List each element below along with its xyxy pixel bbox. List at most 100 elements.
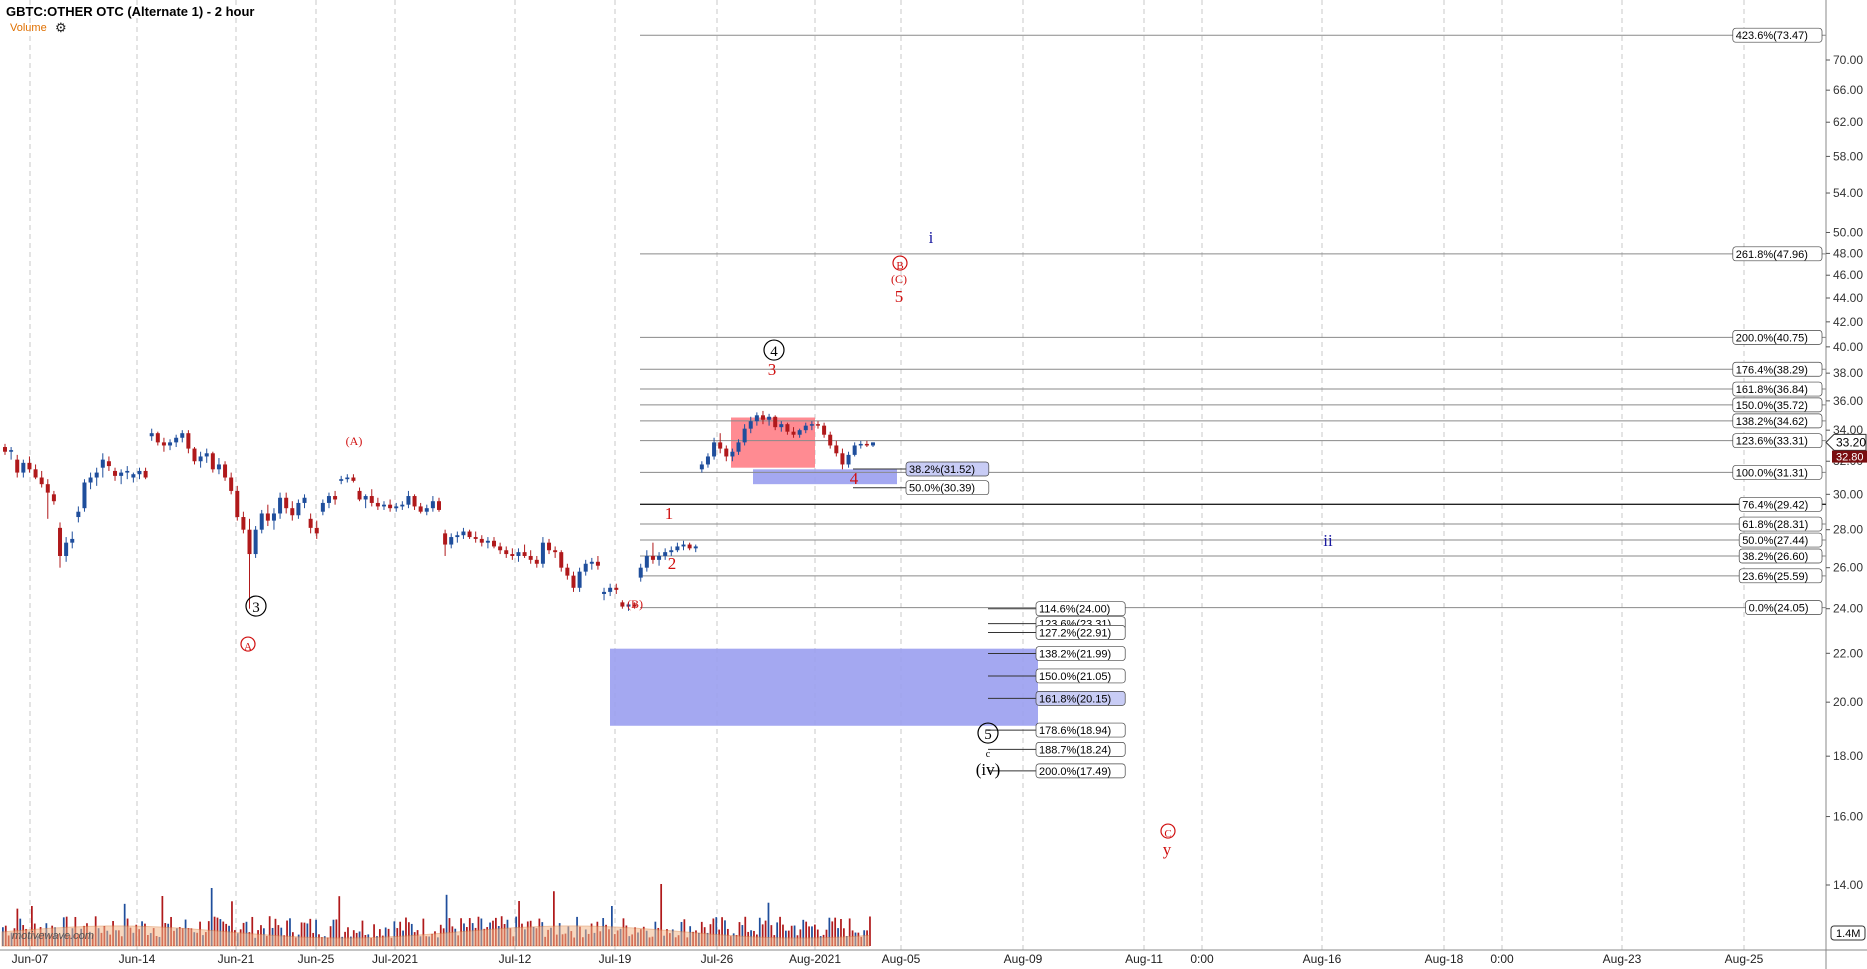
fib-label-upper-6-box xyxy=(1732,413,1823,429)
y-tick-17: 48.00 xyxy=(1833,246,1863,260)
wave-circle-11 xyxy=(245,595,267,617)
fib-label-upper-8: 100.0%(31.31) xyxy=(1736,467,1808,479)
fib-label-upper-3: 176.4%(38.29) xyxy=(1736,364,1808,376)
volume-bar-115 xyxy=(335,919,338,946)
candle-137 xyxy=(840,448,845,470)
fib-label-mid-0: 38.2%(31.52) xyxy=(909,464,975,476)
y-tick-5: 24.00 xyxy=(1833,602,1863,616)
candle-68 xyxy=(418,502,423,514)
candle-81 xyxy=(498,542,503,555)
candle-122 xyxy=(748,416,753,434)
candle-114 xyxy=(699,461,704,473)
candle-110 xyxy=(675,542,680,553)
volume-bar-141 xyxy=(410,923,413,946)
candle-54 xyxy=(333,490,338,505)
fib-label-mid-1: 50.0%(30.39) xyxy=(909,483,975,495)
volume-bar-103 xyxy=(300,922,303,946)
fib-label-lower-2-box xyxy=(1035,625,1126,640)
fib-label-upper-2: 200.0%(40.75) xyxy=(1736,332,1808,344)
watermark: motivewave.com xyxy=(12,930,94,942)
candle-90 xyxy=(553,546,558,558)
fib-label-upper-8-box xyxy=(1732,465,1823,480)
x-tick-14: Aug-18 xyxy=(1425,952,1464,966)
candle-38 xyxy=(235,485,240,521)
candle-15 xyxy=(94,467,99,486)
y-tick-16: 46.00 xyxy=(1833,268,1863,282)
candle-64 xyxy=(394,502,399,512)
volume-bar-140 xyxy=(408,922,410,946)
candle-47 xyxy=(290,501,295,521)
candle-130 xyxy=(797,428,802,438)
candle-105 xyxy=(644,550,649,572)
fib-label-upper-0-box xyxy=(1732,27,1823,43)
candle-115 xyxy=(705,453,710,468)
x-tick-4: Jul-2021 xyxy=(372,952,418,966)
candle-108 xyxy=(663,548,668,560)
fib-label-upper-7-box xyxy=(1732,433,1823,449)
volume-bar-280 xyxy=(814,924,816,946)
candle-88 xyxy=(540,537,545,568)
candle-97 xyxy=(595,555,600,570)
fib-label-lower-4-box xyxy=(1035,668,1126,684)
fib-label-upper-0: 423.6%(73.47) xyxy=(1736,30,1808,42)
volume-bar-106 xyxy=(309,918,312,946)
candle-116 xyxy=(712,437,717,460)
volume-bar-124 xyxy=(361,920,364,946)
candle-17 xyxy=(106,456,111,471)
volume-bar-42 xyxy=(123,903,126,946)
wave-label-10: (B) xyxy=(627,597,643,611)
fib-label-upper-14-box xyxy=(1745,600,1823,615)
fib-label-upper-11: 50.0%(27.44) xyxy=(1742,535,1808,547)
candle-121 xyxy=(742,424,747,446)
volume-bar-278 xyxy=(808,926,810,946)
candle-67 xyxy=(412,494,417,510)
candle-19 xyxy=(119,469,124,485)
candle-127 xyxy=(779,421,784,432)
wave-label-14: 5 xyxy=(984,727,992,743)
candle-98 xyxy=(602,587,607,601)
gear-icon[interactable]: ⚙ xyxy=(55,20,67,35)
fib-label-upper-3-box xyxy=(1732,361,1823,377)
candle-89 xyxy=(547,538,552,555)
x-tick-17: Aug-25 xyxy=(1725,952,1764,966)
volume-bar-154 xyxy=(448,918,451,946)
volume-bar-285 xyxy=(828,917,831,946)
candle-75 xyxy=(461,527,466,539)
volume-bar-267 xyxy=(776,922,779,946)
volume-bar-116 xyxy=(338,896,341,946)
candle-65 xyxy=(400,501,405,510)
fib-label-lower-3: 138.2%(21.99) xyxy=(1039,649,1111,661)
fib-label-upper-14: 0.0%(24.05) xyxy=(1749,603,1809,615)
candle-39 xyxy=(241,511,246,534)
candle-87 xyxy=(534,555,539,568)
volume-bar-248 xyxy=(721,917,723,946)
volume-bar-254 xyxy=(738,922,741,946)
fib-label-upper-2-box xyxy=(1732,329,1823,345)
volume-bar-153 xyxy=(445,894,448,946)
candle-13 xyxy=(82,479,87,512)
volume-bar-94 xyxy=(274,918,277,946)
candle-21 xyxy=(131,472,136,483)
candle-3 xyxy=(21,459,26,478)
volume-bar-273 xyxy=(793,925,796,946)
wave-label-15: c xyxy=(986,749,991,760)
candle-36 xyxy=(223,461,228,481)
volume-bar-286 xyxy=(831,921,834,946)
x-tick-10: Aug-09 xyxy=(1004,952,1043,966)
wave-label-13: ii xyxy=(1323,531,1333,550)
candle-61 xyxy=(375,497,380,510)
candle-23 xyxy=(143,467,148,480)
candle-2 xyxy=(15,454,20,478)
candle-80 xyxy=(492,537,497,549)
volume-bar-279 xyxy=(811,926,813,946)
fib-label-mid-1-box xyxy=(905,480,990,496)
wave-label-0: i xyxy=(929,228,934,247)
candle-103 xyxy=(632,602,637,609)
y-tick-12: 38.00 xyxy=(1833,366,1863,380)
volume-bar-264 xyxy=(767,902,770,946)
candle-51 xyxy=(314,520,319,539)
y-axis: 14.00 16.00 18.00 20.00 22.00 24.00 26.00 28.00… xyxy=(1825,53,1867,941)
candle-45 xyxy=(278,492,283,519)
